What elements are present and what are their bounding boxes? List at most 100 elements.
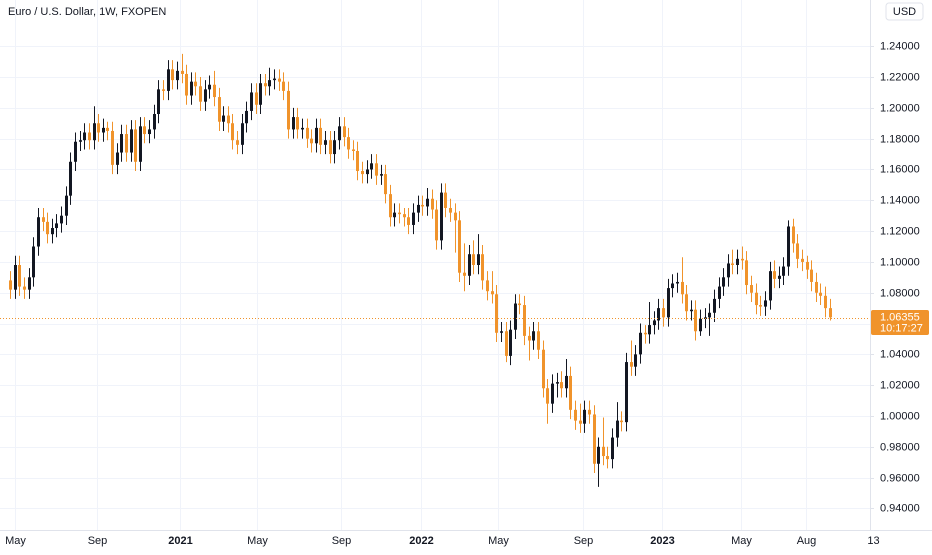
candle-body — [764, 300, 767, 307]
candle-body — [407, 217, 410, 225]
candle-body — [157, 89, 160, 115]
candle-body — [60, 215, 63, 224]
candle-body — [412, 212, 415, 225]
candle-body — [93, 123, 96, 141]
candle-body — [727, 263, 730, 278]
candle-body — [37, 217, 40, 247]
candle-body — [755, 292, 758, 306]
y-tick-label: 1.18000 — [880, 133, 920, 145]
candle-body — [130, 129, 133, 153]
candle-body — [213, 84, 216, 98]
y-tick-label: 0.98000 — [880, 441, 920, 453]
candle-body — [190, 81, 193, 96]
candle-body — [296, 117, 299, 130]
candle-body — [722, 277, 725, 287]
candle-body — [495, 294, 498, 333]
candle-body — [588, 409, 591, 415]
candle-body — [306, 127, 309, 139]
candle-body — [718, 286, 721, 299]
candle-body — [185, 73, 188, 96]
candle-body — [125, 134, 128, 153]
candle-body — [120, 134, 123, 153]
candle-body — [509, 329, 512, 356]
candle-body — [440, 192, 443, 241]
candle-body — [227, 115, 230, 124]
x-tick-label: 13 — [867, 535, 879, 547]
candle-body — [731, 263, 734, 265]
candle-body — [18, 265, 21, 287]
candle-body — [218, 97, 221, 122]
currency-button[interactable] — [885, 2, 924, 21]
candle-body — [231, 123, 234, 141]
y-tick-label: 1.20000 — [880, 102, 920, 114]
candle-body — [88, 132, 91, 141]
candle-body — [676, 281, 679, 284]
x-tick-label: 2021 — [168, 535, 192, 547]
candle-body — [667, 288, 670, 318]
candle-body — [486, 280, 489, 292]
candle-body — [282, 81, 285, 91]
last-price-box — [871, 310, 929, 335]
candles — [0, 53, 870, 487]
candle-body — [630, 362, 633, 367]
candle-body — [167, 69, 170, 91]
candle-body — [750, 285, 753, 293]
candle-body — [458, 220, 461, 273]
y-tick-label: 1.08000 — [880, 287, 920, 299]
candle-body — [143, 126, 146, 135]
candle-body — [333, 140, 336, 155]
candle-body — [639, 332, 642, 355]
candle-body — [380, 174, 383, 176]
candle-body — [778, 275, 781, 279]
y-tick-label: 1.22000 — [880, 71, 920, 83]
candle-body — [32, 246, 35, 278]
candle-body — [579, 420, 582, 424]
candle-body — [111, 130, 114, 165]
candle-body — [222, 115, 225, 122]
candle-body — [644, 332, 647, 335]
candle-body — [324, 140, 327, 145]
candle-body — [14, 265, 17, 290]
candle-body — [565, 375, 568, 389]
y-tick-label: 1.02000 — [880, 379, 920, 391]
candle-body — [148, 129, 151, 135]
candle-body — [375, 163, 378, 176]
candle-body — [505, 331, 508, 356]
candle-body — [273, 78, 276, 81]
candle-body — [745, 260, 748, 286]
candle-body — [569, 375, 572, 410]
candle-body — [653, 320, 656, 326]
candle-body — [792, 226, 795, 244]
last-price-label: 1.06355 — [880, 311, 920, 323]
candle-body — [338, 126, 341, 141]
candle-body — [278, 78, 281, 82]
candle-body — [819, 292, 822, 296]
chart-title: Euro / U.S. Dollar, 1W, FXOPEN — [8, 6, 166, 18]
candle-body — [468, 254, 471, 276]
candle-body — [583, 409, 586, 424]
y-tick-label: 1.14000 — [880, 194, 920, 206]
currency-label[interactable]: USD — [893, 6, 916, 18]
candle-body — [250, 92, 253, 111]
candle-body — [606, 456, 609, 460]
candle-body — [171, 69, 174, 81]
candle-body — [236, 140, 239, 145]
candle-body — [310, 138, 313, 144]
candle-body — [741, 258, 744, 261]
candle-body — [782, 266, 785, 276]
candle-body — [255, 92, 258, 105]
candle-body — [449, 207, 452, 213]
candle-body — [560, 382, 563, 389]
candle-body — [426, 198, 429, 207]
candle-body — [287, 90, 290, 130]
candle-body — [657, 308, 660, 321]
y-tick-label: 1.12000 — [880, 225, 920, 237]
candle-body — [259, 83, 262, 105]
candle-body — [616, 420, 619, 438]
candle-body — [736, 258, 739, 265]
candle-body — [773, 271, 776, 279]
candle-body — [403, 214, 406, 218]
candle-body — [759, 305, 762, 307]
